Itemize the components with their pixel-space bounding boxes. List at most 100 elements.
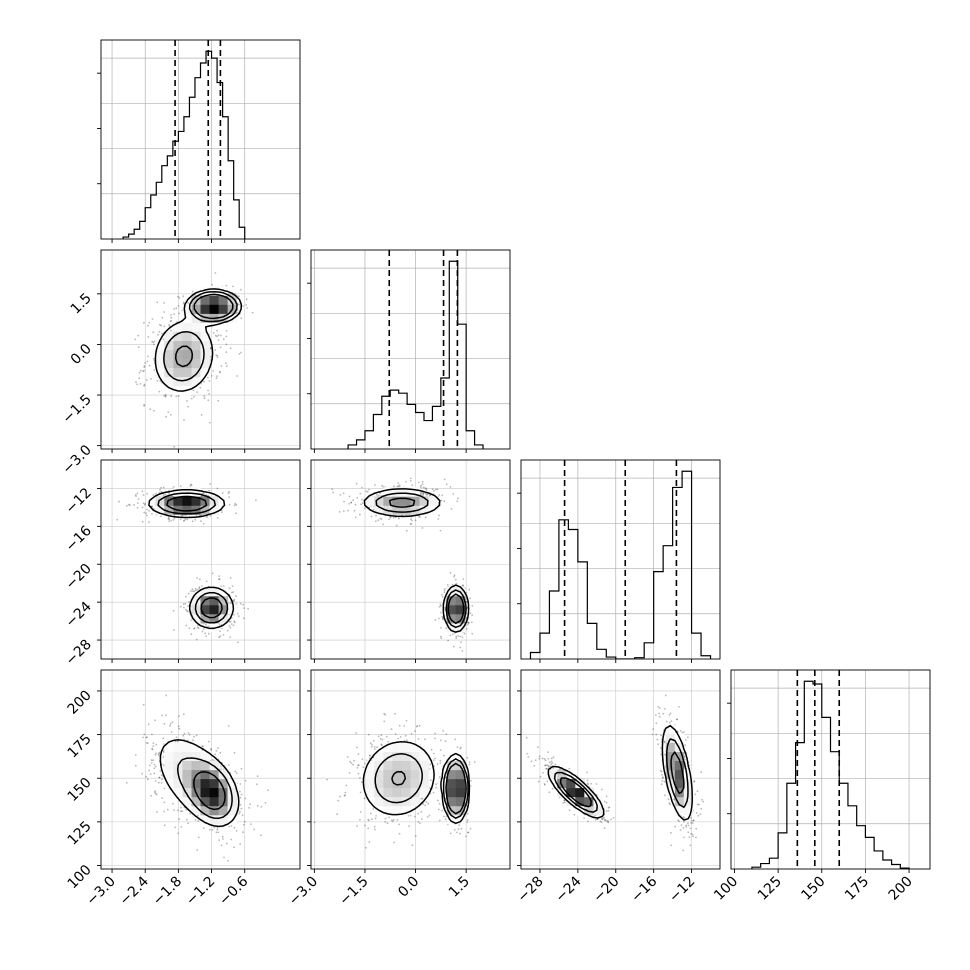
density-cell	[182, 751, 192, 761]
sample-point	[150, 794, 153, 797]
sample-point	[170, 395, 173, 397]
sample-point	[382, 523, 384, 526]
sample-point	[193, 627, 196, 629]
density-cell	[191, 487, 202, 497]
sample-point	[441, 809, 443, 812]
sample-point	[230, 623, 233, 625]
sample-point	[425, 487, 428, 490]
sample-point	[160, 324, 162, 327]
sample-point	[424, 516, 427, 519]
sample-point	[146, 508, 149, 511]
sample-point	[153, 767, 156, 770]
sample-point	[366, 491, 369, 493]
sample-point	[175, 395, 178, 398]
sample-point	[211, 828, 214, 831]
sample-point	[375, 514, 377, 517]
sample-point	[197, 820, 200, 822]
sample-point	[153, 409, 155, 412]
sample-point	[233, 504, 236, 507]
sample-point	[152, 494, 155, 496]
sample-point	[220, 765, 223, 768]
sample-point	[208, 393, 211, 395]
density-cell	[155, 367, 165, 378]
sample-point	[162, 486, 165, 489]
density-cell	[455, 622, 466, 633]
sample-point	[156, 379, 159, 382]
sample-point	[410, 733, 413, 735]
density-cell	[227, 778, 238, 789]
sample-point	[218, 578, 221, 581]
density-cell	[410, 778, 421, 789]
density-cell	[365, 778, 375, 789]
sample-point	[167, 411, 170, 413]
sample-point	[338, 511, 341, 513]
sample-point	[209, 346, 212, 349]
density-cell	[446, 586, 457, 597]
sample-point	[194, 518, 197, 521]
sample-point	[153, 772, 156, 775]
sample-point	[187, 610, 189, 613]
sample-point	[118, 500, 120, 503]
sample-point	[440, 605, 442, 607]
sample-point	[429, 787, 431, 790]
sample-point	[357, 764, 360, 767]
sample-point	[337, 799, 340, 802]
sample-point	[240, 317, 243, 320]
sample-point	[178, 715, 180, 718]
pair-panel-1-0	[100, 249, 301, 450]
density-cell	[209, 604, 220, 615]
sample-point	[150, 762, 153, 764]
sample-point	[243, 607, 246, 609]
density-cell	[401, 487, 412, 497]
sample-point	[155, 743, 158, 746]
sample-point	[245, 304, 248, 306]
sample-point	[457, 635, 459, 637]
sample-point	[227, 725, 230, 727]
sample-point	[234, 621, 236, 624]
density-cell	[383, 751, 393, 761]
sample-point	[146, 742, 149, 745]
sample-point	[372, 739, 375, 742]
sample-point	[221, 627, 223, 630]
sample-point	[151, 318, 154, 320]
sample-point	[421, 797, 424, 800]
sample-point	[154, 765, 157, 768]
sample-point	[233, 846, 236, 849]
density-cell	[374, 796, 384, 807]
sample-point	[173, 517, 176, 520]
sample-point	[236, 375, 239, 377]
sample-point	[411, 519, 413, 522]
sample-point	[214, 753, 217, 756]
density-cell	[455, 769, 466, 780]
sample-point	[456, 831, 458, 834]
sample-point	[432, 791, 435, 794]
sample-point	[441, 494, 444, 497]
sample-point	[152, 341, 155, 344]
sample-point	[534, 759, 537, 761]
sample-point	[163, 302, 166, 304]
sample-point	[227, 492, 230, 495]
sample-point	[179, 810, 182, 813]
density-cell	[455, 796, 466, 807]
sample-point	[198, 578, 201, 581]
density-cell	[209, 814, 220, 825]
sample-point	[218, 636, 221, 639]
sample-point	[435, 786, 437, 789]
sample-point	[208, 625, 210, 628]
sample-point	[173, 445, 176, 448]
histogram-step	[751, 680, 910, 869]
density-cell	[200, 304, 211, 314]
sample-point	[356, 825, 358, 827]
sample-point	[449, 571, 452, 574]
sample-point	[357, 764, 360, 766]
sample-point	[136, 383, 139, 386]
sample-point	[173, 629, 175, 631]
sample-point	[146, 736, 148, 738]
sample-point	[232, 285, 234, 288]
sample-point	[192, 739, 194, 741]
sample-point	[370, 745, 373, 748]
density-cell	[173, 751, 183, 761]
density-cell	[446, 604, 457, 615]
sample-point	[151, 340, 154, 343]
sample-point	[209, 483, 212, 485]
